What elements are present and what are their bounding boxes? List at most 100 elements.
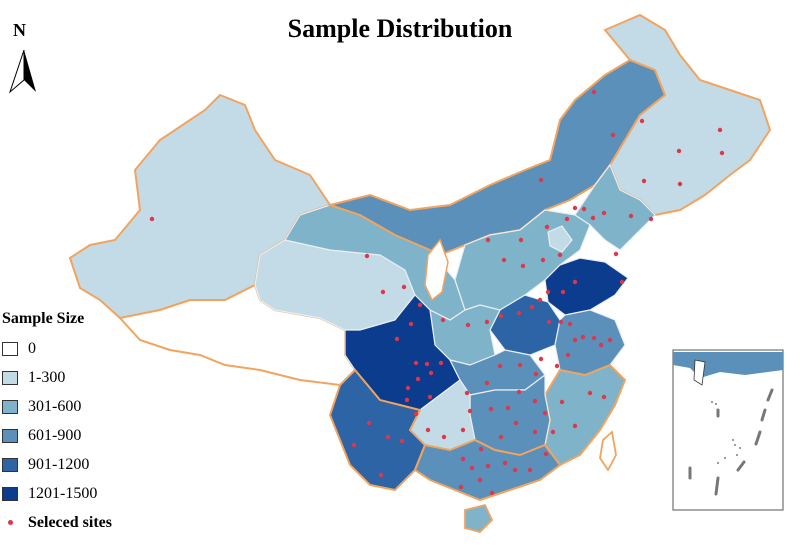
legend-item: 901-1200 (2, 450, 112, 479)
region-east (554, 309, 626, 376)
north-arrow-icon (8, 49, 36, 94)
site-marker (498, 313, 504, 319)
site-marker (601, 210, 607, 216)
site-marker (648, 216, 654, 222)
site-marker (567, 321, 573, 327)
site-marker (460, 427, 466, 433)
province-regions (68, 13, 772, 534)
legend: Sample Size 0 1-300 301-600 601-900 901-… (2, 310, 112, 537)
legend-item: 601-900 (2, 421, 112, 450)
legend-item: 1201-1500 (2, 479, 112, 508)
site-marker (550, 429, 556, 435)
site-marker (497, 363, 503, 369)
site-marker (545, 289, 551, 295)
site-marker (677, 181, 683, 187)
site-marker (512, 467, 518, 473)
legend-swatch (2, 457, 18, 472)
site-marker (516, 310, 522, 316)
site-marker (364, 253, 370, 259)
site-marker (484, 380, 490, 386)
site-marker (572, 279, 578, 285)
legend-label: 0 (28, 339, 36, 357)
site-marker (572, 423, 578, 429)
site-marker (590, 215, 596, 221)
site-marker (351, 442, 357, 448)
site-marker (458, 484, 464, 490)
site-marker (428, 370, 434, 376)
site-marker (557, 252, 563, 258)
site-marker (641, 178, 647, 184)
site-marker (559, 399, 565, 405)
site-marker (484, 319, 490, 325)
site-marker (540, 257, 546, 263)
site-marker (676, 148, 682, 154)
legend-sites-item: Seleced sites (2, 508, 112, 537)
map-title: Sample Distribution (287, 14, 513, 43)
site-marker (501, 257, 507, 263)
site-marker (591, 89, 597, 95)
site-marker (413, 360, 419, 366)
legend-label: 1201-1500 (28, 484, 98, 502)
site-marker (529, 304, 535, 310)
site-marker (399, 438, 405, 444)
region-beijing (547, 225, 573, 253)
site-marker (565, 352, 571, 358)
site-marker (572, 205, 578, 211)
site-marker (478, 446, 484, 452)
region-hainan (464, 503, 494, 534)
site-marker (498, 434, 504, 440)
site-marker (717, 127, 723, 133)
site-marker (591, 335, 597, 341)
site-dot-icon (7, 520, 13, 525)
site-marker (532, 398, 538, 404)
site-marker (464, 390, 470, 396)
site-marker (465, 322, 471, 328)
site-marker (460, 456, 466, 462)
site-marker (613, 251, 619, 257)
site-marker (513, 420, 519, 426)
site-marker (527, 467, 533, 473)
site-marker (533, 371, 539, 377)
legend-swatch (2, 428, 18, 443)
legend-item: 301-600 (2, 392, 112, 421)
site-marker (427, 394, 433, 400)
site-marker (488, 406, 494, 412)
legend-label: 601-900 (28, 426, 82, 444)
site-marker (538, 177, 544, 183)
legend-title: Sample Size (2, 310, 85, 327)
site-marker (469, 465, 475, 471)
legend-swatch (2, 399, 18, 414)
legend-sites-label: Seleced sites (28, 513, 112, 531)
legend-label: 1-300 (28, 368, 66, 386)
site-marker (558, 319, 564, 325)
region-northeast (603, 13, 772, 217)
site-marker (639, 118, 645, 124)
site-marker (485, 237, 491, 243)
site-marker (417, 302, 423, 308)
site-marker (560, 289, 566, 295)
site-marker (425, 427, 431, 433)
south-china-sea-inset (672, 349, 784, 511)
region-south (413, 438, 562, 502)
site-marker (544, 224, 550, 230)
site-marker (394, 336, 400, 342)
north-label: N (13, 20, 26, 40)
site-marker (619, 279, 625, 285)
site-marker (477, 477, 483, 483)
site-marker (502, 460, 508, 466)
site-marker (413, 411, 419, 417)
site-marker (572, 337, 578, 343)
site-marker (518, 237, 524, 243)
site-marker (538, 356, 544, 362)
site-marker (543, 451, 549, 457)
site-marker (546, 319, 552, 325)
region-taiwan (599, 430, 617, 472)
region-ningxia-gap (424, 238, 449, 302)
site-marker (385, 434, 391, 440)
site-marker (587, 390, 593, 396)
site-marker (404, 397, 410, 403)
site-marker (408, 321, 414, 327)
site-marker (485, 463, 491, 469)
site-marker (438, 360, 444, 366)
